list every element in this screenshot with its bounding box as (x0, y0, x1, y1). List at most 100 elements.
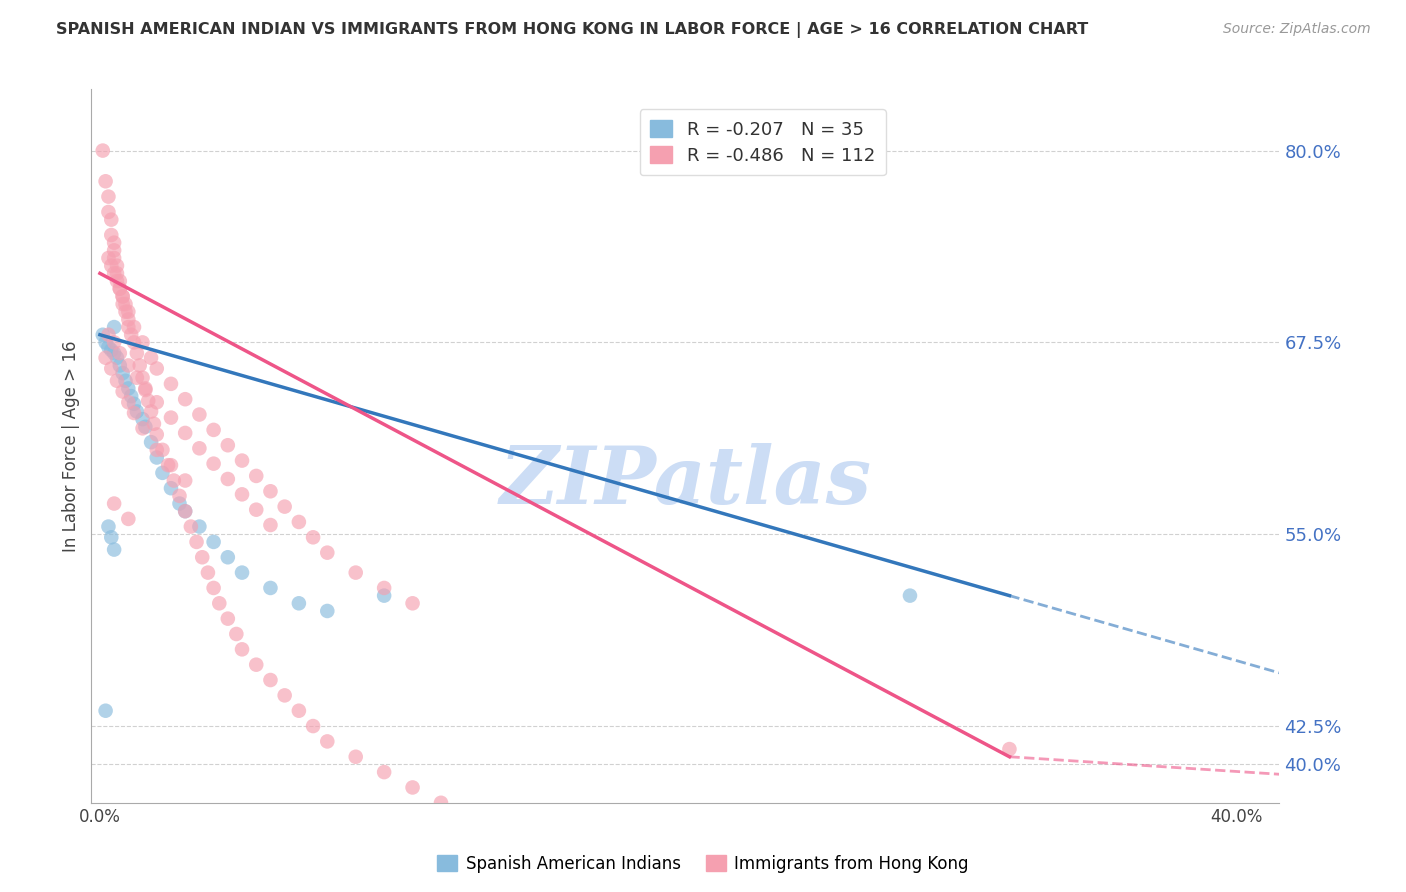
Point (273, 500, 295, 514)
Point (316, 604, 339, 618)
Point (152, 466, 174, 480)
Point (245, 657, 267, 672)
Point (259, 673, 281, 687)
Point (103, 335, 125, 350)
Point (97, 189, 120, 203)
Point (117, 312, 139, 326)
Point (373, 581, 395, 595)
Point (122, 406, 145, 420)
Point (103, 320, 125, 334)
Point (139, 351, 162, 365)
Point (202, 535, 225, 549)
Point (108, 274, 131, 288)
Point (208, 596, 231, 610)
Y-axis label: In Labor Force | Age > 16: In Labor Force | Age > 16 (62, 340, 80, 552)
Point (160, 376, 183, 391)
Point (259, 484, 281, 499)
Point (373, 765, 395, 780)
Point (145, 427, 167, 442)
Point (117, 304, 139, 318)
Point (103, 251, 125, 265)
Point (217, 550, 239, 565)
Point (131, 335, 153, 350)
Point (174, 392, 197, 407)
Point (134, 381, 156, 395)
Point (174, 474, 197, 488)
Point (373, 589, 395, 603)
Point (259, 518, 281, 533)
Point (117, 359, 139, 373)
Point (163, 474, 186, 488)
Point (100, 212, 122, 227)
Point (125, 346, 148, 360)
Point (131, 370, 153, 384)
Point (401, 780, 423, 795)
Point (316, 546, 339, 560)
Point (174, 425, 197, 440)
Point (288, 515, 311, 529)
Point (160, 481, 183, 495)
Point (142, 417, 165, 431)
Point (245, 502, 267, 516)
Point (125, 404, 148, 418)
Point (105, 259, 128, 273)
Point (202, 581, 225, 595)
Point (572, 857, 595, 871)
Point (117, 320, 139, 334)
Point (108, 359, 131, 373)
Point (302, 530, 325, 544)
Point (91, 327, 114, 342)
Point (202, 457, 225, 471)
Point (136, 393, 159, 408)
Point (186, 535, 208, 549)
Point (103, 244, 125, 258)
Point (134, 383, 156, 397)
Point (100, 259, 122, 273)
Point (131, 412, 153, 426)
Point (105, 351, 128, 365)
Point (180, 519, 202, 533)
Point (145, 442, 167, 457)
Point (97, 205, 120, 219)
Text: SPANISH AMERICAN INDIAN VS IMMIGRANTS FROM HONG KONG IN LABOR FORCE | AGE > 16 C: SPANISH AMERICAN INDIAN VS IMMIGRANTS FR… (56, 22, 1088, 38)
Point (231, 453, 253, 467)
Point (344, 749, 367, 764)
Point (657, 872, 679, 887)
Point (111, 289, 134, 303)
Point (134, 419, 156, 434)
Point (131, 421, 153, 435)
Point (117, 381, 139, 395)
Point (174, 504, 197, 518)
Point (105, 266, 128, 280)
Point (152, 442, 174, 457)
Point (100, 530, 122, 544)
Point (898, 589, 921, 603)
Legend: Spanish American Indians, Immigrants from Hong Kong: Spanish American Indians, Immigrants fro… (430, 848, 976, 880)
Point (169, 497, 191, 511)
Point (108, 282, 131, 296)
Point (100, 343, 122, 357)
Point (217, 438, 239, 452)
Point (458, 811, 481, 825)
Point (111, 297, 134, 311)
Point (105, 374, 128, 388)
Point (94, 174, 117, 188)
Point (139, 404, 162, 418)
Point (117, 395, 139, 409)
Point (111, 289, 134, 303)
Point (105, 274, 128, 288)
Point (174, 504, 197, 518)
Point (128, 359, 150, 373)
Point (145, 395, 167, 409)
Point (103, 266, 125, 280)
Point (108, 346, 131, 360)
Point (122, 397, 145, 411)
Point (103, 235, 125, 250)
Point (139, 435, 162, 450)
Point (94, 335, 117, 350)
Point (344, 566, 367, 580)
Point (160, 410, 183, 425)
Point (120, 327, 142, 342)
Point (188, 519, 211, 533)
Point (120, 389, 142, 403)
